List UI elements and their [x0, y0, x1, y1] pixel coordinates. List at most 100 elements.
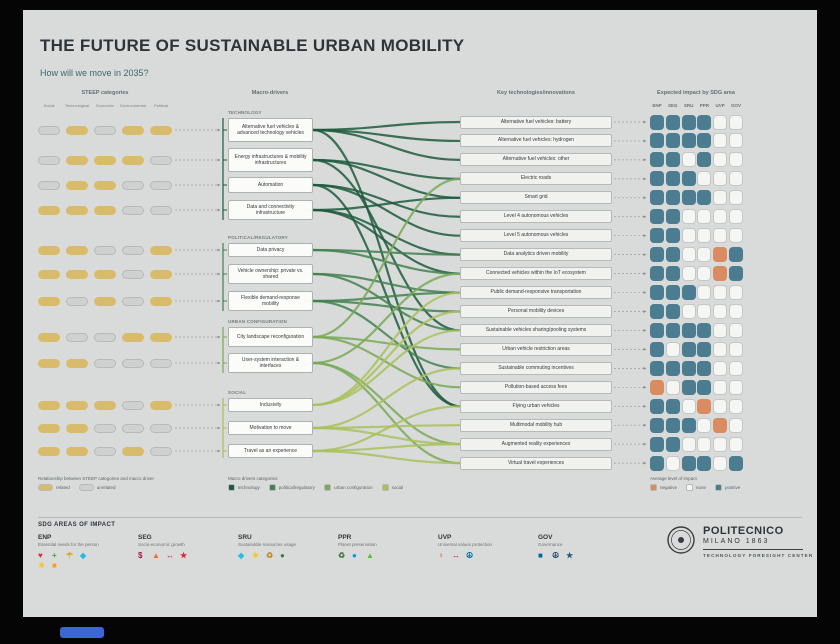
steep-category-label: Social [43, 103, 55, 108]
legend-item: political/regulatory [268, 484, 315, 491]
steep-pill-related [150, 296, 172, 306]
impact-cell-none [729, 171, 743, 187]
sdg-goal-icon: ◆ [238, 551, 245, 561]
steep-pill-related [66, 125, 88, 135]
bottom-bar-chip[interactable] [60, 627, 104, 638]
impact-cell-positive [650, 209, 664, 225]
impact-cell-none [713, 190, 728, 206]
sdg-goal-icon: ■ [538, 551, 543, 561]
driver-tech-link [312, 196, 461, 212]
sdg-goal-icon: ♀ [438, 551, 444, 561]
impact-cell-none [713, 152, 728, 168]
sdg-goal-icon: ♥ [38, 551, 43, 561]
impact-cell-none [713, 171, 728, 187]
technology-box: Personal mobility devices [460, 305, 612, 318]
impact-cell-positive [665, 209, 680, 225]
sdg-goal-icon: ▲ [152, 551, 160, 561]
impact-cell-none [729, 436, 743, 452]
steep-pill-unrelated [94, 245, 116, 255]
impact-cell-none [713, 209, 728, 225]
impact-cell-none [697, 436, 712, 452]
impact-cell-positive [650, 417, 664, 433]
sdg-icons: ♻ ● ▲ [338, 551, 398, 561]
legend-swatch [715, 484, 723, 491]
technology-box: Smart grid [460, 191, 612, 205]
impact-cell-positive [665, 436, 680, 452]
impact-cell-positive [697, 322, 712, 338]
steep-pill-related [66, 446, 88, 456]
impact-cell-positive [665, 322, 680, 338]
sdg-goal-icon: ★ [566, 551, 574, 561]
impact-cell-positive [697, 133, 712, 149]
steep-pill-unrelated [122, 180, 144, 190]
driver-tech-link [312, 208, 461, 256]
sdg-description: Planet preservation [338, 542, 377, 547]
steep-pill-unrelated [38, 125, 60, 135]
page-subtitle: How will we move in 2035? [40, 68, 149, 78]
impact-cell-none [681, 304, 696, 319]
steep-pill-related [122, 125, 144, 135]
logo-department: TECHNOLOGY FORESIGHT CENTER [703, 553, 814, 558]
impact-cell-positive [665, 114, 680, 130]
legend-label: none [696, 485, 707, 490]
driver-tech-link [312, 361, 461, 446]
steep-pill-related [122, 332, 144, 342]
technology-box: Flying urban vehicles [460, 399, 612, 413]
impact-column-header: SEG [668, 103, 678, 108]
driver-tech-link [312, 299, 461, 370]
driver-tech-link [312, 335, 461, 389]
sdg-code: PPR [338, 534, 352, 541]
impact-cell-positive [681, 285, 696, 301]
impact-cell-negative [713, 417, 728, 433]
impact-cell-positive [665, 285, 680, 301]
steep-pill-unrelated [94, 446, 116, 456]
impact-cell-none [713, 436, 728, 452]
driver-group-label: SOCIAL [228, 390, 247, 395]
sdg-code: UVP [438, 534, 452, 541]
driver-tech-link [312, 310, 461, 407]
steep-pill-unrelated [122, 205, 144, 215]
driver-tech-link [312, 367, 461, 430]
steep-pill-related [150, 332, 172, 342]
legend-swatch [381, 484, 389, 491]
steep-pill-related [66, 180, 88, 190]
impact-cell-positive [729, 455, 743, 471]
sdg-goal-icon: ☮ [466, 551, 474, 561]
steep-legend-title: Relationship between STEEP categories an… [38, 476, 154, 481]
technology-box: Multimodal mobility hub [460, 418, 612, 432]
steep-category-label: Economic [96, 103, 114, 108]
driver-tech-link [312, 158, 461, 199]
legend-swatch [650, 484, 657, 491]
driver-tech-link [312, 248, 461, 256]
sdg-goal-icon: + [52, 551, 57, 561]
steep-pill-related [94, 180, 116, 190]
legend-swatch [268, 484, 276, 491]
legend-item: technology [228, 484, 260, 491]
impact-cell-positive [650, 228, 664, 244]
legend-label: unrelated [96, 485, 116, 490]
driver-tech-link [312, 158, 461, 180]
driver-tech-link [312, 128, 461, 408]
driver-tech-link [312, 272, 461, 332]
steep-pill-unrelated [150, 180, 172, 190]
steep-category-label: Technological [64, 103, 90, 108]
impact-cell-none [697, 228, 712, 244]
driver-tech-link [312, 443, 461, 453]
impact-cell-positive [650, 247, 664, 263]
steep-pill-unrelated [94, 332, 116, 342]
legend-swatch [324, 484, 332, 491]
impact-column-header: PPR [699, 103, 710, 108]
impact-cell-none [729, 417, 743, 433]
impact-cell-none [697, 209, 712, 225]
sdg-description: Essential needs for the person [38, 542, 99, 547]
steep-pill-unrelated [38, 155, 60, 165]
steep-pill-related [66, 400, 88, 410]
impact-cell-positive [665, 228, 680, 244]
steep-pill-related [38, 400, 60, 410]
impact-cell-none [697, 247, 712, 263]
impact-cell-positive [650, 455, 664, 471]
impact-cell-none [713, 341, 728, 357]
technology-box: Alternative fuel vehicles: hydrogen [460, 134, 612, 148]
sdg-code: ENP [38, 534, 52, 541]
steep-pill-related [150, 125, 172, 135]
